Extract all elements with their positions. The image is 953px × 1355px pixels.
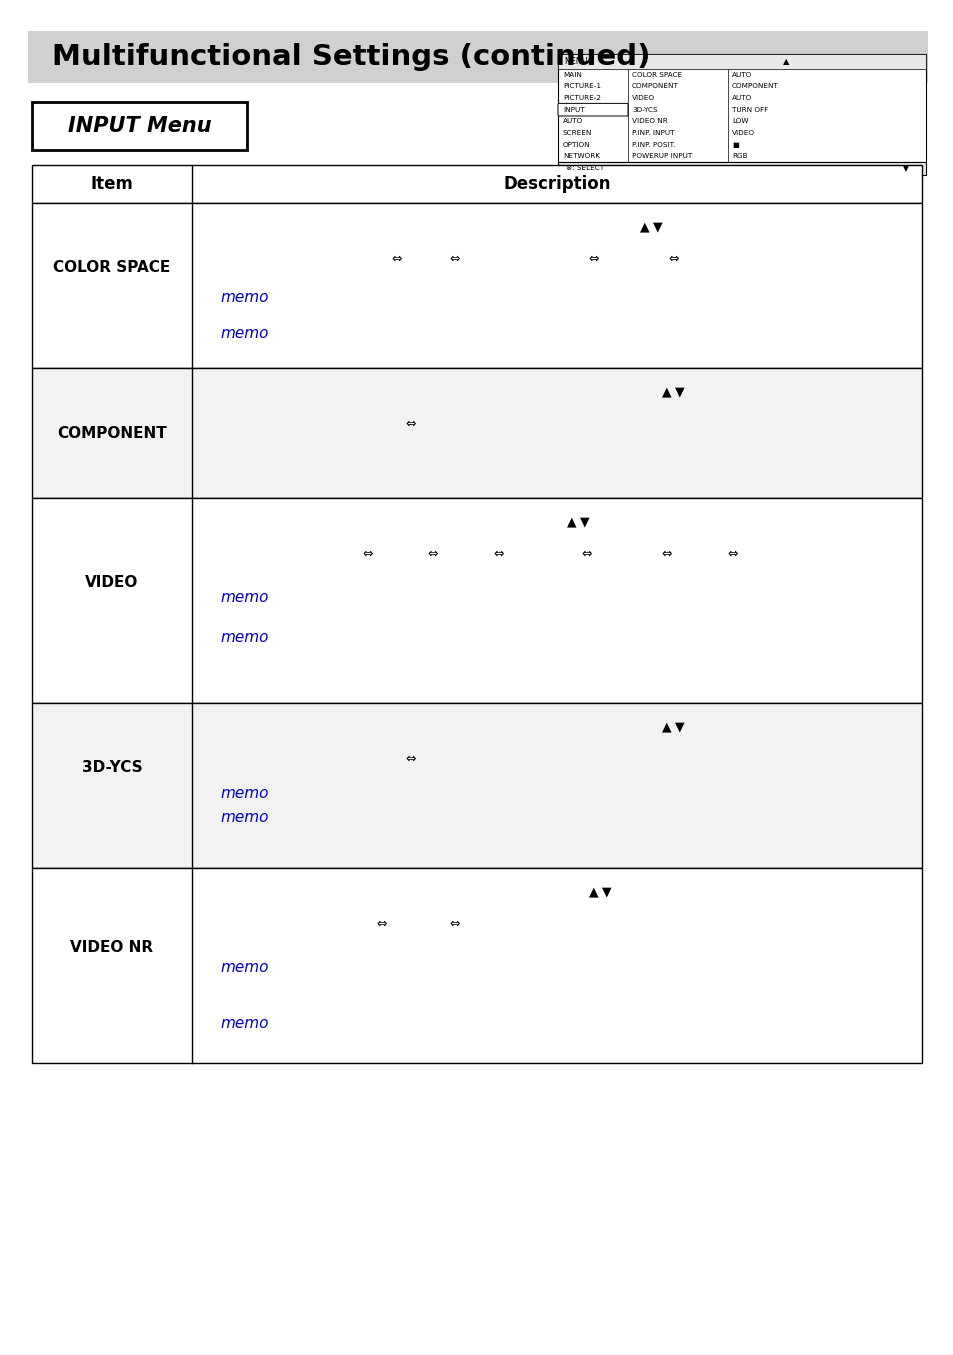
Text: ▼: ▼ xyxy=(652,221,661,233)
Text: RGB: RGB xyxy=(731,153,747,159)
Text: POWERUP INPUT: POWERUP INPUT xyxy=(631,153,692,159)
FancyBboxPatch shape xyxy=(558,103,627,117)
Bar xyxy=(32,165,921,203)
Bar xyxy=(558,163,925,175)
Text: Description: Description xyxy=(503,175,610,192)
Text: ⇔: ⇔ xyxy=(361,547,372,561)
Text: COMPONENT: COMPONENT xyxy=(631,84,679,89)
Bar xyxy=(558,54,925,163)
Text: ⇔: ⇔ xyxy=(726,547,737,561)
Text: ⊗: SELECT: ⊗: SELECT xyxy=(565,165,603,172)
Bar xyxy=(558,54,925,69)
Text: VIDEO: VIDEO xyxy=(731,130,754,136)
Text: SCREEN: SCREEN xyxy=(562,130,592,136)
Text: ⇔: ⇔ xyxy=(391,252,401,266)
Text: PICTURE-1: PICTURE-1 xyxy=(562,84,600,89)
Text: VIDEO NR: VIDEO NR xyxy=(71,940,153,955)
Text: AUTO: AUTO xyxy=(731,95,752,102)
Text: ■: ■ xyxy=(731,141,739,148)
Text: ⇔: ⇔ xyxy=(588,252,598,266)
Text: ▼: ▼ xyxy=(674,721,683,733)
Bar xyxy=(32,369,921,499)
Text: ⇔: ⇔ xyxy=(449,917,459,931)
Bar xyxy=(32,203,921,369)
Text: LOW: LOW xyxy=(731,118,748,125)
Text: memo: memo xyxy=(220,1015,268,1031)
Text: NETWORK: NETWORK xyxy=(562,153,599,159)
Text: ⇔: ⇔ xyxy=(668,252,679,266)
Bar xyxy=(32,869,921,1064)
Text: ▲: ▲ xyxy=(588,886,598,898)
Text: ⇔: ⇔ xyxy=(660,547,671,561)
Bar xyxy=(32,102,247,150)
Text: 3D-YCS: 3D-YCS xyxy=(82,760,142,775)
Text: OPTION: OPTION xyxy=(562,141,590,148)
Text: ⇔: ⇔ xyxy=(376,917,387,931)
Text: ▲: ▲ xyxy=(661,721,671,733)
Text: memo: memo xyxy=(220,290,268,305)
Text: memo: memo xyxy=(220,325,268,340)
Text: COLOR SPACE: COLOR SPACE xyxy=(631,72,681,77)
Text: ▲: ▲ xyxy=(661,386,671,398)
Bar xyxy=(32,703,921,869)
Text: ▼: ▼ xyxy=(674,386,683,398)
Text: INPUT Menu: INPUT Menu xyxy=(68,117,212,136)
Text: ⇔: ⇔ xyxy=(493,547,503,561)
Text: MENU: MENU xyxy=(563,57,587,66)
Text: ▼: ▼ xyxy=(601,886,611,898)
Text: memo: memo xyxy=(220,630,268,645)
Text: memo: memo xyxy=(220,961,268,976)
Bar xyxy=(32,499,921,703)
Text: VIDEO NR: VIDEO NR xyxy=(631,118,667,125)
Text: P.INP. INPUT: P.INP. INPUT xyxy=(631,130,674,136)
Text: MAIN: MAIN xyxy=(562,72,581,77)
Text: ▼: ▼ xyxy=(902,164,908,173)
Text: VIDEO: VIDEO xyxy=(631,95,655,102)
Text: P.INP. POSIT.: P.INP. POSIT. xyxy=(631,141,675,148)
Text: AUTO: AUTO xyxy=(731,72,752,77)
Bar xyxy=(28,31,927,83)
Text: TURN OFF: TURN OFF xyxy=(731,107,767,112)
Text: memo: memo xyxy=(220,810,268,825)
Text: ▲: ▲ xyxy=(566,515,576,528)
Text: Multifunctional Settings (continued): Multifunctional Settings (continued) xyxy=(52,43,650,70)
Text: 3D-YCS: 3D-YCS xyxy=(631,107,657,112)
Text: ▼: ▼ xyxy=(579,515,589,528)
Text: ⇔: ⇔ xyxy=(405,752,416,766)
Text: INPUT: INPUT xyxy=(562,107,584,112)
Text: AUTO: AUTO xyxy=(562,118,582,125)
Text: memo: memo xyxy=(220,786,268,801)
Text: COLOR SPACE: COLOR SPACE xyxy=(53,260,171,275)
Text: ⇔: ⇔ xyxy=(580,547,591,561)
Text: memo: memo xyxy=(220,591,268,606)
Text: COMPONENT: COMPONENT xyxy=(731,84,778,89)
Text: ⇔: ⇔ xyxy=(427,547,437,561)
Text: Item: Item xyxy=(91,175,133,192)
Text: ▲: ▲ xyxy=(639,221,649,233)
Text: ⇔: ⇔ xyxy=(449,252,459,266)
Text: VIDEO: VIDEO xyxy=(85,575,138,589)
Text: PICTURE-2: PICTURE-2 xyxy=(562,95,600,102)
Text: ▲: ▲ xyxy=(782,57,788,66)
Text: ⇔: ⇔ xyxy=(405,417,416,431)
Text: COMPONENT: COMPONENT xyxy=(57,425,167,440)
